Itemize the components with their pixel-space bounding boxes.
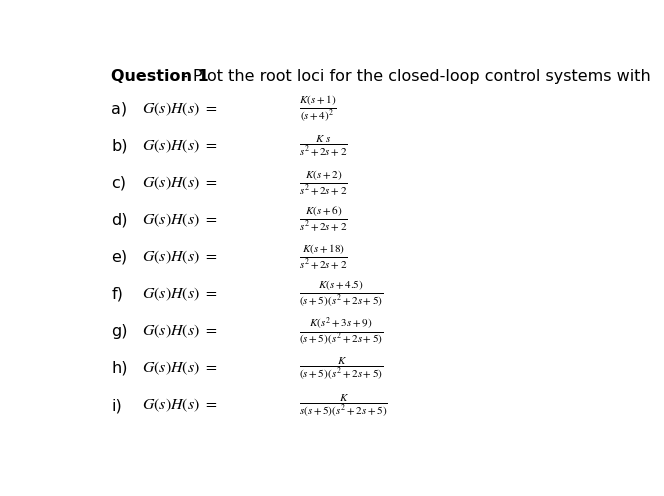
Text: $\frac{K}{(s+5)(s^2+2s+5)}$: $\frac{K}{(s+5)(s^2+2s+5)}$ [299,355,384,382]
Text: Question 1: Question 1 [112,69,209,84]
Text: g): g) [112,324,127,339]
Text: - Plot the root loci for the closed-loop control systems with: - Plot the root loci for the closed-loop… [183,69,651,84]
Text: a): a) [112,102,127,117]
Text: $G(s)H(s)\ =$: $G(s)H(s)\ =$ [142,397,217,414]
Text: $\frac{K\ s}{s^2+2s+2}$: $\frac{K\ s}{s^2+2s+2}$ [299,133,348,159]
Text: d): d) [112,213,127,228]
Text: $G(s)H(s)\ =$: $G(s)H(s)\ =$ [142,248,217,266]
Text: $\frac{K(s+18)}{s^2+2s+2}$: $\frac{K(s+18)}{s^2+2s+2}$ [299,244,348,271]
Text: h): h) [112,361,127,376]
Text: $\frac{K(s+6)}{s^2+2s+2}$: $\frac{K(s+6)}{s^2+2s+2}$ [299,206,348,235]
Text: b): b) [112,139,127,154]
Text: $G(s)H(s)\ =$: $G(s)H(s)\ =$ [142,175,217,192]
Text: $G(s)H(s)\ =$: $G(s)H(s)\ =$ [142,323,217,340]
Text: $\frac{K(s+4.5)}{(s+5)(s^2+2s+5)}$: $\frac{K(s+4.5)}{(s+5)(s^2+2s+5)}$ [299,280,384,309]
Text: $\frac{K(s^2+3s+9)}{(s+5)(s^2+2s+5)}$: $\frac{K(s^2+3s+9)}{(s+5)(s^2+2s+5)}$ [299,315,384,348]
Text: f): f) [112,287,124,302]
Text: $G(s)H(s)\ =$: $G(s)H(s)\ =$ [142,212,217,229]
Text: i): i) [112,398,122,413]
Text: $\frac{K}{s(s+5)(s^2+2s+5)}$: $\frac{K}{s(s+5)(s^2+2s+5)}$ [299,392,388,419]
Text: c): c) [112,176,126,191]
Text: $\frac{K(s+2)}{s^2+2s+2}$: $\frac{K(s+2)}{s^2+2s+2}$ [299,169,348,197]
Text: $G(s)H(s)\ =$: $G(s)H(s)\ =$ [142,360,217,377]
Text: $G(s)H(s)\ =$: $G(s)H(s)\ =$ [142,137,217,155]
Text: $\frac{K(s+1)}{(s+4)^2}$: $\frac{K(s+1)}{(s+4)^2}$ [299,95,337,124]
Text: e): e) [112,250,127,265]
Text: $G(s)H(s)\ =$: $G(s)H(s)\ =$ [142,101,217,118]
Text: $G(s)H(s)\ =$: $G(s)H(s)\ =$ [142,286,217,303]
